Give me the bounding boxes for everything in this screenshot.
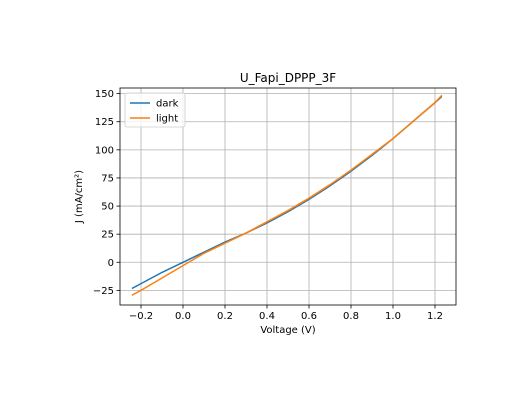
series-line-light (131, 94, 443, 296)
y-axis-label: J (mA/cm²) (74, 170, 85, 224)
y-tick-label: 0 (108, 258, 114, 269)
x-tick-label: −0.2 (129, 311, 153, 322)
y-tick-label: 50 (101, 202, 114, 213)
x-axis-label: Voltage (V) (260, 325, 315, 336)
y-tick-label: 150 (95, 89, 114, 100)
y-tick-label: 25 (101, 230, 114, 241)
series-lines (131, 94, 443, 296)
plot-frame (119, 87, 457, 306)
legend: dark light (124, 92, 186, 128)
y-tick-label: −25 (93, 286, 114, 297)
x-tick-label: 0.6 (301, 311, 317, 322)
y-tick-label: 75 (101, 173, 114, 184)
y-tick-label: 100 (95, 145, 114, 156)
grid (120, 88, 456, 305)
x-tick-label: 0.4 (259, 311, 275, 322)
x-tick-label: 0.0 (175, 311, 191, 322)
x-tick-label: 0.8 (343, 311, 359, 322)
legend-label-dark: dark (156, 99, 179, 110)
x-tick-label: 0.2 (217, 311, 233, 322)
y-tick-label: 125 (95, 117, 114, 128)
x-tick-label: 1.2 (427, 311, 443, 322)
legend-label-light: light (156, 114, 178, 125)
chart-title: U_Fapi_DPPP_3F (240, 71, 336, 85)
axis-ticks: −0.2 0.0 0.2 0.4 0.6 0.8 1.0 1.2 −25 0 25 50 75 100 12… (93, 89, 443, 322)
x-tick-label: 1.0 (385, 311, 401, 322)
